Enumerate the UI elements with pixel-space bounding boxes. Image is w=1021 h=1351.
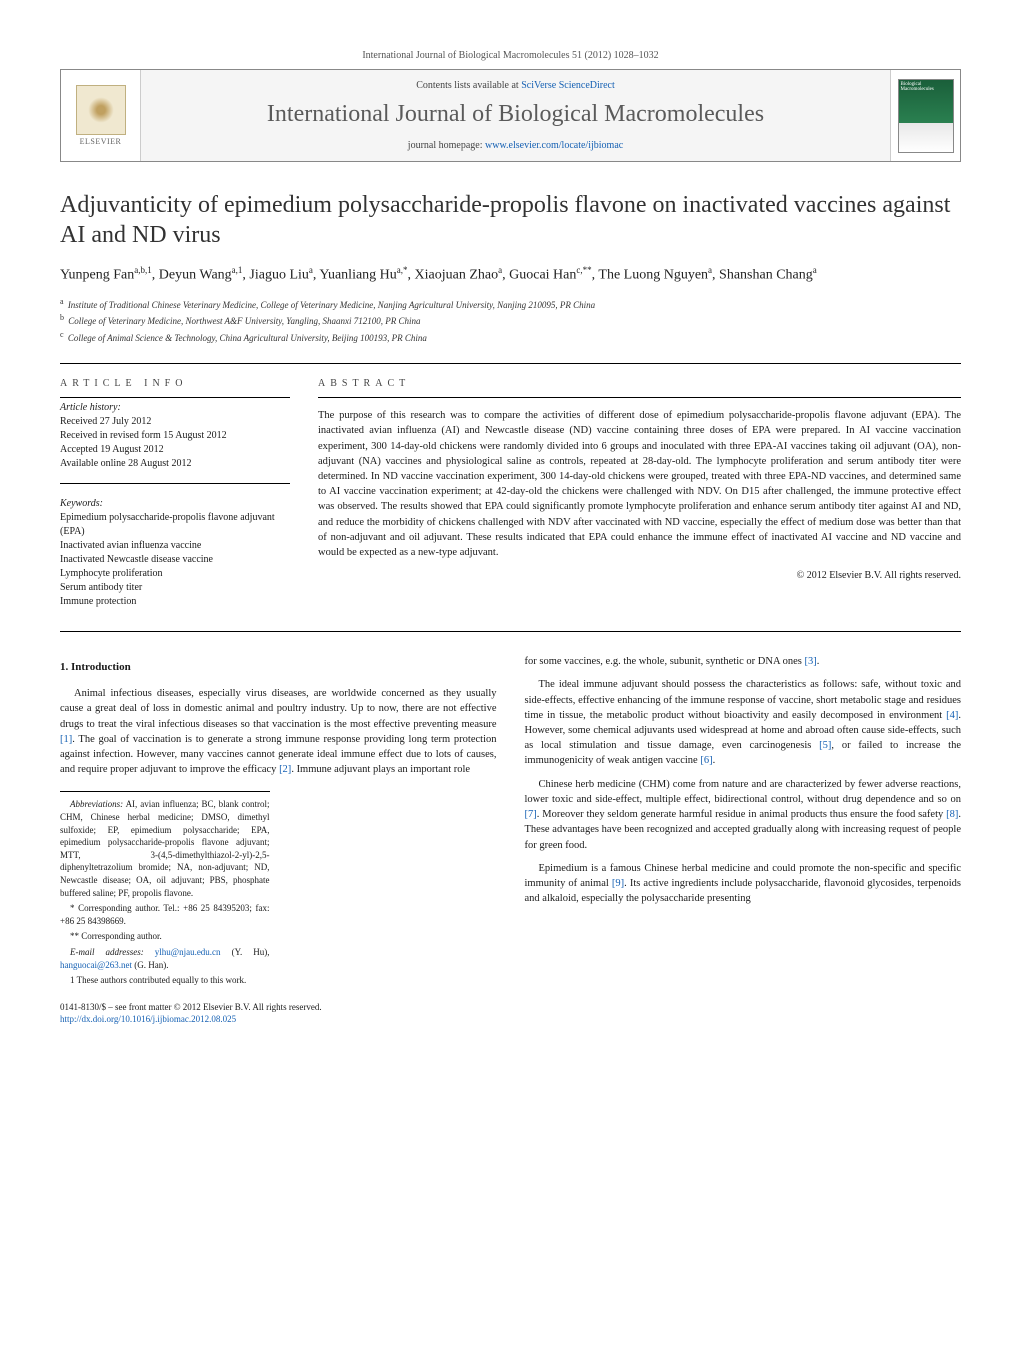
journal-cover: Biological Macromolecules (890, 70, 960, 161)
front-matter-line: 0141-8130/$ – see front matter © 2012 El… (60, 1001, 961, 1026)
abstract-column: abstract The purpose of this research wa… (318, 368, 961, 609)
homepage-line: journal homepage: www.elsevier.com/locat… (408, 140, 623, 151)
running-head: International Journal of Biological Macr… (60, 50, 961, 61)
history-item: Available online 28 August 2012 (60, 457, 290, 471)
footnotes: Abbreviations: AI, avian influenza; BC, … (60, 791, 270, 986)
corresponding-author-2: ** Corresponding author. (60, 930, 270, 943)
divider (318, 397, 961, 398)
publisher-logo: ELSEVIER (61, 70, 141, 161)
abstract-copyright: © 2012 Elsevier B.V. All rights reserved… (318, 570, 961, 581)
sciencedirect-link[interactable]: SciVerse ScienceDirect (521, 80, 615, 91)
body-paragraph: Epimedium is a famous Chinese herbal med… (525, 861, 962, 907)
citation-link[interactable]: [5] (819, 740, 831, 751)
affiliation-item: c College of Animal Science & Technology… (60, 329, 961, 346)
email-link-2[interactable]: hanguocai@263.net (60, 960, 132, 970)
article-info-label: article info (60, 378, 290, 389)
publisher-name: ELSEVIER (80, 137, 122, 146)
citation-link[interactable]: [1] (60, 734, 72, 745)
article-history: Received 27 July 2012Received in revised… (60, 415, 290, 471)
keyword-item: Serum antibody titer (60, 581, 290, 595)
keyword-item: Epimedium polysaccharide-propolis flavon… (60, 511, 290, 539)
article-info-column: article info Article history: Received 2… (60, 368, 290, 609)
citation-link[interactable]: [7] (525, 809, 537, 820)
author-list: Yunpeng Fana,b,1, Deyun Wanga,1, Jiaguo … (60, 264, 961, 286)
citation-link[interactable]: [2] (279, 764, 291, 775)
body-paragraph: Animal infectious diseases, especially v… (60, 686, 497, 777)
body-paragraph: Chinese herb medicine (CHM) come from na… (525, 777, 962, 853)
history-item: Received in revised form 15 August 2012 (60, 429, 290, 443)
divider (60, 397, 290, 398)
citation-link[interactable]: [8] (946, 809, 958, 820)
citation-link[interactable]: [4] (946, 710, 958, 721)
homepage-prefix: journal homepage: (408, 140, 485, 151)
divider (60, 631, 961, 632)
affiliation-item: b College of Veterinary Medicine, Northw… (60, 312, 961, 329)
affiliation-item: a Institute of Traditional Chinese Veter… (60, 296, 961, 313)
keyword-item: Lymphocyte proliferation (60, 567, 290, 581)
body-paragraph: for some vaccines, e.g. the whole, subun… (525, 654, 962, 669)
journal-name: International Journal of Biological Macr… (267, 101, 764, 128)
issn-copyright: 0141-8130/$ – see front matter © 2012 El… (60, 1001, 961, 1014)
citation-link[interactable]: [9] (612, 878, 624, 889)
keywords-list: Epimedium polysaccharide-propolis flavon… (60, 511, 290, 609)
equal-contribution: 1 These authors contributed equally to t… (60, 974, 270, 987)
keyword-item: Immune protection (60, 595, 290, 609)
divider (60, 483, 290, 484)
cover-image: Biological Macromolecules (898, 79, 954, 153)
affiliations: a Institute of Traditional Chinese Veter… (60, 296, 961, 346)
email-link-1[interactable]: ylhu@njau.edu.cn (155, 947, 221, 957)
body-paragraph: The ideal immune adjuvant should possess… (525, 677, 962, 768)
homepage-link[interactable]: www.elsevier.com/locate/ijbiomac (485, 140, 623, 151)
body-text: 1. Introduction Animal infectious diseas… (60, 654, 961, 987)
abstract-label: abstract (318, 378, 961, 389)
journal-header-bar: ELSEVIER Contents lists available at Sci… (60, 69, 961, 162)
citation-link[interactable]: [6] (700, 755, 712, 766)
keyword-item: Inactivated Newcastle disease vaccine (60, 553, 290, 567)
history-label: Article history: (60, 402, 290, 413)
divider (60, 363, 961, 364)
history-item: Received 27 July 2012 (60, 415, 290, 429)
contents-line: Contents lists available at SciVerse Sci… (416, 80, 615, 91)
elsevier-tree-icon (76, 85, 126, 135)
abbreviations: Abbreviations: AI, avian influenza; BC, … (60, 798, 270, 899)
citation-link[interactable]: [3] (804, 656, 816, 667)
email-addresses: E-mail addresses: ylhu@njau.edu.cn (Y. H… (60, 946, 270, 971)
doi-link[interactable]: http://dx.doi.org/10.1016/j.ijbiomac.201… (60, 1014, 236, 1024)
contents-prefix: Contents lists available at (416, 80, 521, 91)
corresponding-author-1: * Corresponding author. Tel.: +86 25 843… (60, 902, 270, 927)
history-item: Accepted 19 August 2012 (60, 443, 290, 457)
article-title: Adjuvanticity of epimedium polysaccharid… (60, 190, 961, 250)
header-center: Contents lists available at SciVerse Sci… (141, 70, 890, 161)
keywords-label: Keywords: (60, 498, 290, 509)
section-heading-intro: 1. Introduction (60, 660, 497, 676)
abstract-text: The purpose of this research was to comp… (318, 408, 961, 560)
keyword-item: Inactivated avian influenza vaccine (60, 539, 290, 553)
